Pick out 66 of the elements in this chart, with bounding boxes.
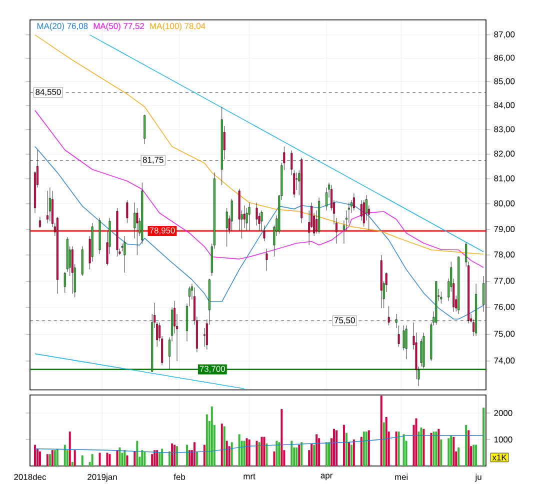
ref-line-label: 78,950 — [150, 227, 175, 234]
text: MA(20) 76,08 — [37, 22, 88, 31]
y-tick-label: 84,00 — [494, 102, 515, 110]
candlestick — [398, 325, 400, 348]
bar — [238, 434, 240, 466]
x-tick-label: 2018dec — [14, 474, 46, 480]
y-tick-label: 74,00 — [494, 358, 515, 365]
candlestick — [352, 193, 355, 211]
candlestick — [260, 210, 263, 232]
x-tick-label: ju — [475, 474, 482, 482]
candlestick — [64, 272, 66, 294]
candlestick — [46, 190, 48, 224]
y-tick-label: 83,00 — [494, 126, 515, 134]
bar — [402, 434, 405, 466]
y-tick-label: 87,00 — [494, 31, 515, 38]
text: MA(100) 78,04 — [150, 22, 206, 31]
candlestick — [420, 338, 422, 367]
y-tick-label: 79,00 — [494, 226, 515, 234]
ref-line-label: 75,50 — [334, 317, 355, 324]
y-tick-label: 82,00 — [494, 150, 515, 158]
y-tick-label: 2000 — [494, 410, 512, 416]
ref-line-label: 84,550 — [36, 88, 61, 96]
candlestick — [248, 202, 250, 232]
bar — [348, 442, 350, 466]
y-tick-label: 77,00 — [494, 278, 515, 285]
candlestick — [230, 198, 233, 232]
y-tick-label: 80,00 — [494, 200, 515, 208]
candlestick — [263, 225, 266, 242]
line-series — [34, 110, 484, 268]
ref-line-label: 73,700 — [200, 366, 226, 373]
y-tick-label: 86,00 — [494, 54, 515, 62]
x-tick-label: mrt — [244, 474, 256, 480]
candlestick — [144, 114, 146, 144]
bar — [124, 450, 126, 466]
candlestick — [126, 200, 128, 224]
x-tick-label: apr — [320, 474, 332, 480]
candlestick — [226, 208, 228, 247]
x-tick-label: mei — [395, 474, 408, 480]
y-tick-label: 76,00 — [494, 304, 515, 311]
candlestick — [136, 208, 138, 256]
y-tick-label: 81,00 — [494, 175, 515, 182]
candlestick — [402, 325, 405, 350]
y-tick-label: 78,00 — [494, 251, 515, 258]
candlestick — [388, 306, 390, 326]
ref-line-label: 81,75 — [142, 156, 164, 164]
candlestick — [440, 291, 442, 304]
y-tick-label: 85,00 — [494, 78, 515, 86]
bar — [266, 443, 268, 466]
x-tick-label: 2019jan — [88, 474, 117, 482]
candlestick — [121, 243, 124, 252]
text: MA(50) 77,52 — [94, 22, 144, 31]
candlestick — [71, 246, 74, 294]
candlestick — [124, 236, 126, 273]
bar — [260, 436, 263, 466]
y-tick-label: 75,00 — [494, 330, 515, 338]
candlestick — [38, 216, 41, 228]
candlestick — [360, 200, 362, 221]
x-tick-label: feb — [174, 474, 186, 480]
candlestick — [405, 325, 408, 360]
bar — [151, 454, 154, 466]
bar — [206, 414, 208, 466]
candlestick — [296, 172, 298, 190]
candlestick — [395, 314, 398, 328]
y-tick-label: 1000 — [494, 436, 512, 442]
text: x1K — [492, 454, 507, 460]
candlestick — [266, 248, 268, 272]
